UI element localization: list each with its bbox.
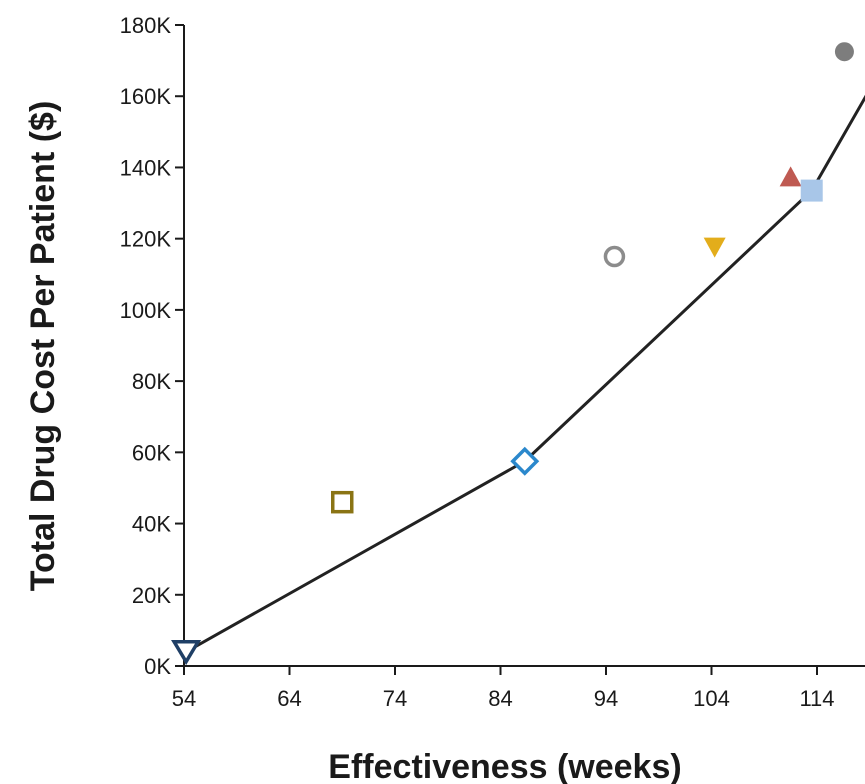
x-ticks: 54 64 74 84 94 104 114 xyxy=(172,666,835,711)
y-tick-label: 60K xyxy=(132,440,171,465)
data-point-triangle-down-open xyxy=(171,640,202,666)
x-tick-label: 94 xyxy=(594,686,618,711)
data-point-circle-open xyxy=(603,245,626,268)
data-point-square xyxy=(800,179,823,202)
y-tick-label: 120K xyxy=(120,227,172,252)
data-points xyxy=(171,42,854,666)
data-point-triangle-up xyxy=(779,166,802,187)
frontier-line xyxy=(185,94,865,654)
y-tick-label: 80K xyxy=(132,369,171,394)
x-tick-label: 84 xyxy=(488,686,512,711)
data-point-circle xyxy=(834,42,854,62)
y-tick-label: 100K xyxy=(120,298,172,323)
y-tick-label: 20K xyxy=(132,583,171,608)
y-tick-label: 0K xyxy=(144,654,171,679)
x-axis-title: Effectiveness (weeks) xyxy=(328,748,681,784)
x-tick-label: 104 xyxy=(693,686,730,711)
y-ticks: 0K 20K 40K 60K 80K 100K 120K 140K 160K 180K xyxy=(120,13,184,679)
x-tick-label: 64 xyxy=(277,686,301,711)
data-point-triangle-down xyxy=(703,237,726,258)
x-tick-label: 74 xyxy=(383,686,407,711)
data-point-diamond-open xyxy=(510,446,540,476)
x-tick-label: 114 xyxy=(799,686,834,711)
y-tick-label: 140K xyxy=(120,155,172,180)
x-tick-label: 54 xyxy=(172,686,196,711)
y-axis-title: Total Drug Cost Per Patient ($) xyxy=(24,101,62,592)
y-tick-label: 160K xyxy=(120,84,172,109)
y-tick-label: 180K xyxy=(120,13,172,38)
y-tick-label: 40K xyxy=(132,512,171,537)
data-point-square-open xyxy=(331,490,354,514)
